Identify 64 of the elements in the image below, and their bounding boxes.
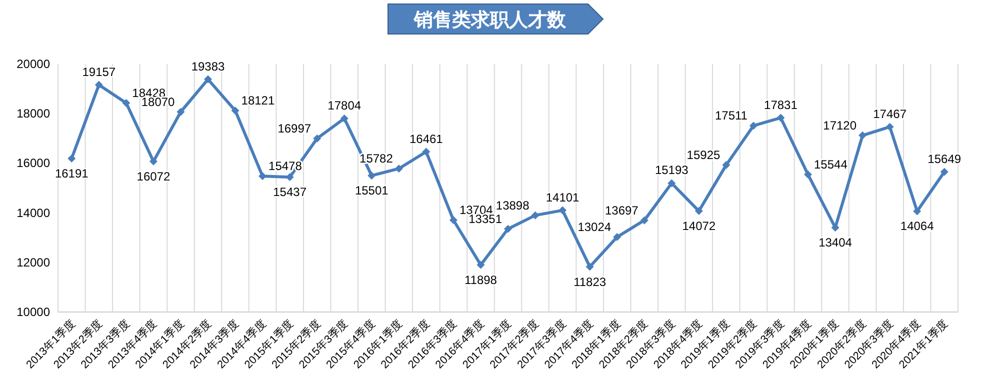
point <box>886 122 894 131</box>
data-label: 13697 <box>604 203 639 218</box>
data-label: 14064 <box>900 219 934 234</box>
data-label: 15501 <box>354 184 389 198</box>
data-label: 16997 <box>278 121 312 136</box>
data-label: 15649 <box>928 152 962 166</box>
data-label: 17511 <box>714 108 748 123</box>
point <box>940 168 948 176</box>
point <box>149 157 158 166</box>
data-label: 11823 <box>574 274 606 289</box>
data-label: 15544 <box>814 158 848 172</box>
data-label: 19383 <box>191 59 226 74</box>
point <box>749 122 758 130</box>
point <box>504 224 512 233</box>
point <box>558 206 567 214</box>
data-label: 15437 <box>273 185 307 200</box>
data-label: 17831 <box>764 98 798 112</box>
data-label: 16461 <box>409 132 444 146</box>
data-label: 19157 <box>82 64 116 79</box>
point <box>231 106 240 115</box>
data-label: 17467 <box>873 106 907 121</box>
point <box>640 216 648 224</box>
point <box>176 108 185 116</box>
point <box>913 207 922 216</box>
point <box>804 170 812 179</box>
data-label: 17120 <box>823 118 857 132</box>
point <box>122 98 130 107</box>
y-tick-label: 16000 <box>16 156 50 170</box>
point <box>668 179 676 188</box>
point <box>776 114 785 122</box>
data-label: 13898 <box>496 198 530 212</box>
data-label: 15925 <box>686 148 720 162</box>
point <box>368 172 376 180</box>
data-label: 14072 <box>682 219 716 234</box>
data-label: 13404 <box>818 236 852 250</box>
y-tick-label: 14000 <box>16 206 50 220</box>
y-tick-label: 12000 <box>16 255 50 270</box>
point <box>694 207 703 216</box>
point <box>68 154 76 162</box>
point <box>586 262 594 271</box>
point <box>613 233 622 242</box>
data-label: 14101 <box>546 190 580 204</box>
data-label: 18121 <box>241 94 275 108</box>
point <box>204 75 212 84</box>
point <box>476 260 485 269</box>
point <box>858 131 867 140</box>
data-label: 13024 <box>578 220 612 234</box>
point <box>531 211 540 220</box>
y-tick-label: 20000 <box>16 57 50 71</box>
data-label: 11898 <box>464 272 498 287</box>
point <box>449 216 458 224</box>
chart-title: 销售类求职人才数 <box>413 9 567 31</box>
point <box>722 161 730 170</box>
y-tick-label: 10000 <box>16 305 50 319</box>
data-label: 15193 <box>654 163 689 178</box>
data-label: 16191 <box>54 166 89 180</box>
data-label: 17804 <box>328 98 362 112</box>
point <box>394 164 403 173</box>
point <box>94 80 103 89</box>
data-label: 16072 <box>136 169 170 184</box>
point <box>340 114 348 122</box>
point <box>313 134 322 142</box>
point <box>422 148 430 156</box>
y-tick-label: 18000 <box>16 106 50 121</box>
